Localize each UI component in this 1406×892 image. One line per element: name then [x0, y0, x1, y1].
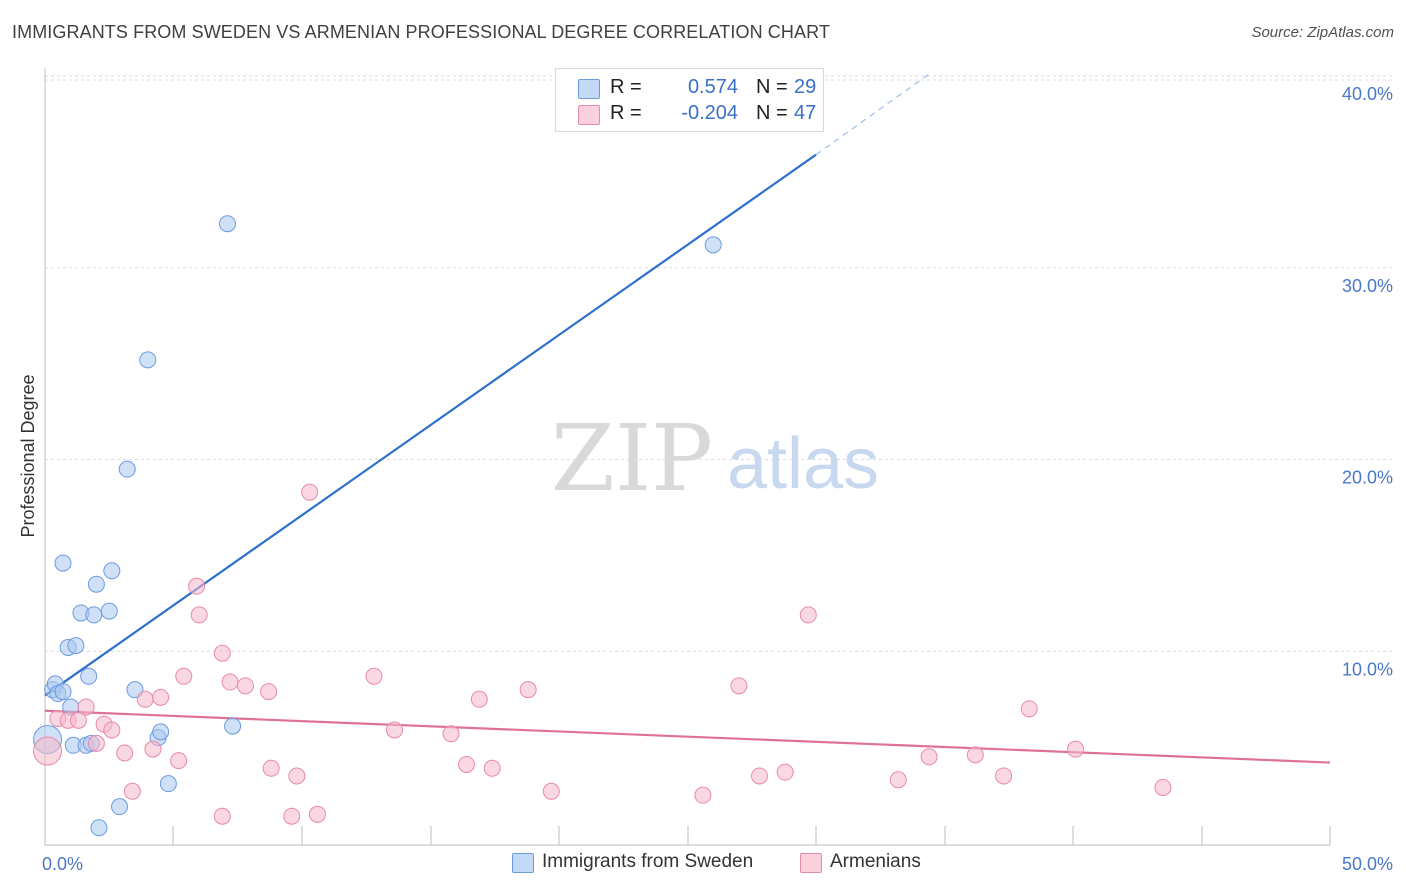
point-sweden	[118, 460, 136, 478]
point-armenians	[260, 683, 278, 701]
point-armenians	[190, 606, 208, 624]
y-tick-label: 20.0%	[1342, 468, 1393, 488]
point-armenians	[152, 688, 170, 706]
data-points	[33, 215, 1172, 837]
point-armenians	[776, 763, 794, 781]
y-tick-label: 10.0%	[1342, 659, 1393, 679]
point-armenians	[365, 667, 383, 685]
point-armenians	[170, 752, 188, 770]
point-armenians	[920, 748, 938, 766]
point-sweden	[87, 575, 105, 593]
axes	[44, 68, 1331, 846]
point-sweden	[90, 819, 108, 837]
point-sweden	[100, 602, 118, 620]
y-tick-labels: 10.0% 20.0% 30.0% 40.0%	[1342, 84, 1393, 679]
point-armenians	[103, 721, 121, 739]
point-armenians	[213, 644, 231, 662]
trendlines	[44, 71, 1331, 764]
point-armenians	[123, 782, 141, 800]
point-armenians	[288, 767, 306, 785]
point-armenians	[519, 681, 537, 699]
legend-r-value: -0.204	[681, 102, 738, 124]
point-sweden	[67, 637, 85, 655]
point-sweden	[139, 351, 157, 369]
point-armenians	[236, 677, 254, 695]
legend-label-sweden: Immigrants from Sweden	[542, 851, 754, 872]
point-armenians	[301, 483, 319, 501]
legend-r-value: 0.574	[687, 76, 738, 98]
point-armenians	[470, 690, 488, 708]
point-armenians	[188, 577, 206, 595]
trendline-1	[44, 709, 1331, 764]
point-sweden	[54, 554, 72, 572]
point-armenians	[262, 759, 280, 777]
point-armenians	[221, 673, 239, 691]
legend-n-value: 29	[794, 76, 817, 98]
point-sweden	[80, 667, 98, 685]
legend-r-label: R =	[610, 76, 642, 98]
y-tick-label: 40.0%	[1342, 84, 1393, 104]
point-sweden	[111, 798, 129, 816]
point-armenians	[144, 740, 162, 758]
legend-swatch-pink	[800, 853, 822, 873]
legend-swatch-blue	[512, 853, 534, 873]
legend-swatch-pink	[578, 105, 600, 125]
point-armenians	[69, 711, 87, 729]
point-armenians	[1067, 740, 1085, 758]
x-tick-label: 50.0%	[1342, 854, 1393, 874]
point-sweden	[218, 215, 236, 233]
legend-n-value: 47	[794, 102, 817, 124]
watermark-zip: ZIP	[551, 405, 713, 512]
y-axis-label: Professional Degree	[18, 374, 38, 537]
point-armenians	[1154, 778, 1172, 796]
point-armenians	[87, 734, 105, 752]
gridlines	[45, 75, 1392, 652]
chart-title: IMMIGRANTS FROM SWEDEN VS ARMENIAN PROFE…	[12, 22, 830, 42]
point-armenians	[213, 807, 231, 825]
point-sweden	[103, 562, 121, 580]
trendline-0	[44, 153, 817, 697]
legend-r-label: R =	[610, 102, 642, 124]
point-armenians	[730, 677, 748, 695]
legend-label-armenians: Armenians	[830, 851, 921, 872]
point-armenians	[483, 759, 501, 777]
trendline-extension-0	[815, 71, 932, 156]
point-sweden	[704, 236, 722, 254]
x-tick-labels: 0.0% 50.0%	[42, 854, 1393, 874]
legend-n-label: N =	[756, 102, 788, 124]
point-armenians	[1020, 700, 1038, 718]
correlation-legend: R = 0.574 N = 29 R = -0.204 N = 47	[555, 68, 824, 132]
point-sweden	[85, 606, 103, 624]
source-label: Source: ZipAtlas.com	[1251, 24, 1394, 41]
point-sweden	[159, 775, 177, 793]
point-armenians	[175, 667, 193, 685]
x-tick-label: 0.0%	[42, 854, 83, 874]
point-sweden	[54, 683, 72, 701]
point-armenians	[889, 771, 907, 789]
point-armenians	[136, 690, 154, 708]
point-armenians	[386, 721, 404, 739]
legend-swatch-blue	[578, 79, 600, 99]
point-armenians	[966, 746, 984, 764]
point-armenians	[308, 805, 326, 823]
watermark-atlas: atlas	[727, 424, 879, 504]
point-armenians	[283, 807, 301, 825]
point-armenians	[799, 606, 817, 624]
watermark: ZIP atlas	[551, 405, 879, 512]
point-armenians	[442, 725, 460, 743]
point-sweden	[224, 717, 242, 735]
point-sweden	[152, 723, 170, 741]
y-tick-label: 30.0%	[1342, 276, 1393, 296]
point-armenians	[457, 755, 475, 773]
point-armenians	[116, 744, 134, 762]
point-armenians	[694, 786, 712, 804]
point-armenians	[77, 698, 95, 716]
legend-n-label: N =	[756, 76, 788, 98]
point-armenians	[542, 782, 560, 800]
point-armenians	[995, 767, 1013, 785]
point-armenians	[750, 767, 768, 785]
point-armenians	[33, 736, 63, 766]
